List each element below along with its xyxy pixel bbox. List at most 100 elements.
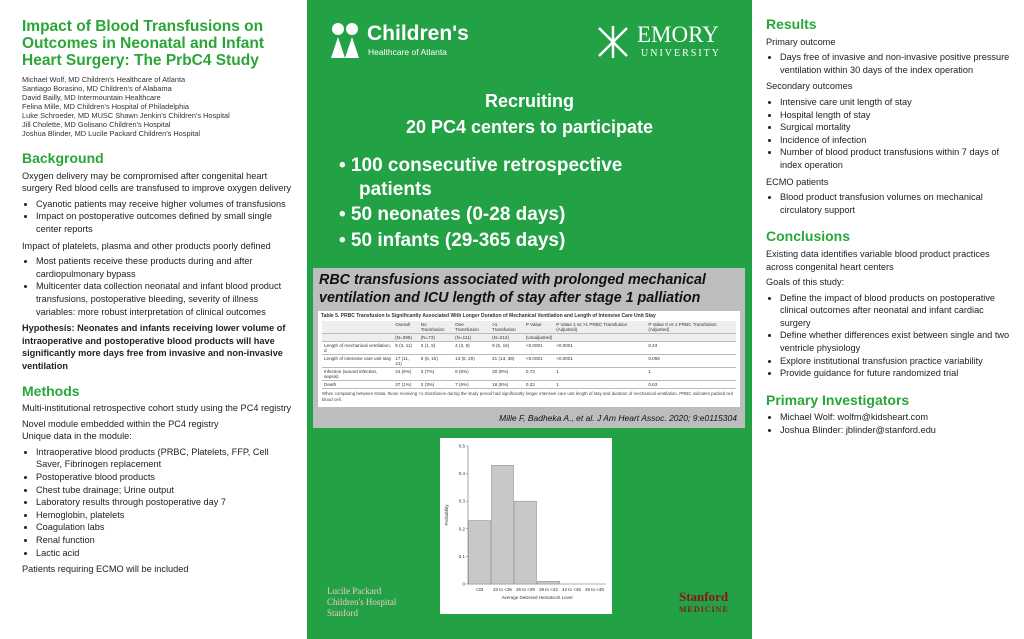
table-cell: 9 (5, 16): [490, 341, 524, 355]
logo-icon: [598, 26, 628, 58]
big-bullet: • 50 neonates (0-28 days): [339, 204, 566, 225]
table-cell: 24 (6%): [393, 367, 419, 381]
table-cell: 17 (11, 31): [393, 354, 419, 368]
table-cell: 0.059: [646, 354, 736, 368]
table-cell: [554, 333, 647, 342]
table-cell: 3 (7%): [418, 367, 454, 381]
table-cell: 9 (6, 15): [418, 354, 454, 368]
big-bullet: • 50 infants (29-365 days): [339, 230, 566, 251]
paragraph: Patients requiring ECMO will be included: [22, 564, 189, 575]
logo-text: EMORY: [637, 22, 719, 47]
bullet: Intraoperative blood products (PRBC, Pla…: [36, 446, 294, 471]
bullet: Michael Wolf: wolfm@kidsheart.com: [780, 411, 1016, 424]
logo-line: Stanford: [679, 589, 729, 604]
x-tick-label: 36 to <39: [516, 587, 535, 592]
table-panel: Table 5. PRBC Transfusion Is Significant…: [318, 311, 740, 407]
table-cell: [322, 321, 394, 334]
right-column: Results Primary outcome Days free of inv…: [766, 16, 1016, 441]
section-heading: Background: [22, 150, 104, 166]
bullet: Hemoglobin, platelets: [36, 509, 294, 522]
table-cell: 4 (3, 8): [453, 341, 491, 355]
author: Jill Cholette, MD Golisano Children's Ho…: [22, 120, 171, 129]
section-heading: Methods: [22, 382, 80, 399]
citation: Mille F, Badheka A., et al. J Am Heart A…: [499, 413, 737, 423]
table-cell: >1 Transfusion: [490, 321, 524, 334]
x-axis-label: Average Detected Hematocrit Level: [502, 595, 573, 600]
table-footnote: When comparing between strata, those rec…: [322, 391, 733, 402]
table-cell: 37 (1%): [393, 380, 419, 389]
chart: 0 0.1 0.2 0.3 0.4 0.5 <33 33 to <36 36 to <39 39 …: [440, 438, 612, 614]
table-cell: 0.73: [523, 367, 555, 381]
table-row: Length of intensive care unit stay 17 (11…: [322, 354, 736, 368]
logo-line: MEDICINE: [679, 605, 729, 614]
logo-text: Healthcare of Atlanta: [368, 47, 447, 57]
table-cell: (Unadjusted): [523, 333, 555, 342]
table-cell: One Transfusion: [453, 321, 491, 334]
paragraph: ECMO patients: [766, 176, 829, 187]
bullet: Postoperative blood products: [36, 471, 294, 484]
table-cell: 21 (13, 38): [490, 354, 524, 368]
table-row: (N=395) (N=73) (N=111) (N=212) (Unadjusted): [322, 333, 736, 342]
authors: Michael Wolf, MD Children's Healthcare o…: [22, 75, 294, 138]
table-cell: Length of mechanical ventilation, d: [322, 341, 394, 355]
table-cell: 2 (3%): [418, 380, 454, 389]
table-cell: 8 (6%): [453, 367, 491, 381]
table-cell: Infection (wound infection, sepsis): [322, 367, 394, 381]
bullet: Coagulation labs: [36, 521, 294, 534]
table-cell: 7 (6%): [453, 380, 491, 389]
logo-text: UNIVERSITY: [641, 48, 721, 59]
y-axis-label: Probability: [444, 504, 449, 526]
author: Michael Wolf, MD Children's Healthcare o…: [22, 75, 186, 84]
table-cell: (N=111): [453, 333, 491, 342]
logo-line: Children's Hospital: [327, 597, 397, 607]
center-panel: Children's Healthcare of Atlanta EMORY U…: [307, 0, 752, 639]
bullet-list: Define the impact of blood products on p…: [766, 292, 1016, 380]
bullet: Surgical mortality: [780, 121, 1016, 134]
table-box: RBC transfusions associated with prolong…: [313, 268, 745, 428]
y-tick-label: 0.4: [459, 471, 466, 476]
table-cell: P Value: [523, 321, 555, 334]
logo-text: Stanford MEDICINE: [679, 590, 729, 616]
y-tick-label: 0.5: [459, 444, 466, 449]
table: Overall No Transfusion One Transfusion >1 T…: [322, 321, 736, 389]
bullet: Laboratory results through postoperative…: [36, 496, 294, 509]
y-tick-label: 0.2: [459, 526, 466, 531]
table-cell: No Transfusion: [418, 321, 454, 334]
y-tick-label: 0.1: [459, 554, 466, 559]
bullet: Renal function: [36, 534, 294, 547]
table-row: Infection (wound infection, sepsis) 24 (6…: [322, 367, 736, 381]
author: Joshua Blinder, MD Lucile Packard Childr…: [22, 129, 201, 138]
table-cell: [322, 333, 394, 342]
table-cell: <0.0001: [523, 354, 555, 368]
bullet: Explore institutional transfusion practi…: [780, 355, 1016, 368]
author: Santiago Borasino, MD Children's of Alab…: [22, 84, 172, 93]
bullet-list: Intensive care unit length of stayHospit…: [766, 96, 1016, 172]
poster-title: Impact of Blood Transfusions on Outcomes…: [22, 18, 264, 69]
bar: [514, 500, 537, 585]
bar: [537, 580, 560, 585]
bullet: Blood product transfusion volumes on mec…: [780, 191, 1016, 216]
table-title: Table 5. PRBC Transfusion Is Significant…: [321, 313, 656, 319]
section-heading: Results: [766, 16, 817, 32]
bar: [491, 465, 514, 585]
x-tick-label: 45 to <48: [585, 587, 604, 592]
x-tick-label: <33: [476, 587, 484, 592]
paragraph: Unique data in the module:: [22, 431, 132, 442]
table-cell: 1: [646, 367, 736, 381]
table-cell: 0.63: [646, 380, 736, 389]
table-row: Overall No Transfusion One Transfusion >1 T…: [322, 321, 736, 334]
bullet-list: Most patients receive these products dur…: [22, 255, 294, 318]
logo-text: Children's: [367, 22, 469, 45]
section-heading: Primary Investigators: [766, 391, 910, 408]
paragraph: Novel module embedded within the PC4 reg…: [22, 418, 219, 429]
bullet: Define the impact of blood products on p…: [780, 292, 1016, 330]
bullet-list: Michael Wolf: wolfm@kidsheart.comJoshua …: [766, 411, 1016, 436]
table-cell: 1: [554, 380, 647, 389]
bullet: Provide guidance for future randomized t…: [780, 367, 1016, 380]
paragraph: Oxygen delivery may be compromised after…: [22, 170, 292, 194]
bullet: Lactic acid: [36, 547, 294, 560]
author: David Bailly, MD Intermountain Healthcar…: [22, 93, 161, 102]
table-cell: 20 (9%): [490, 367, 524, 381]
big-bullet: • 100 consecutive retrospective: [339, 155, 623, 176]
